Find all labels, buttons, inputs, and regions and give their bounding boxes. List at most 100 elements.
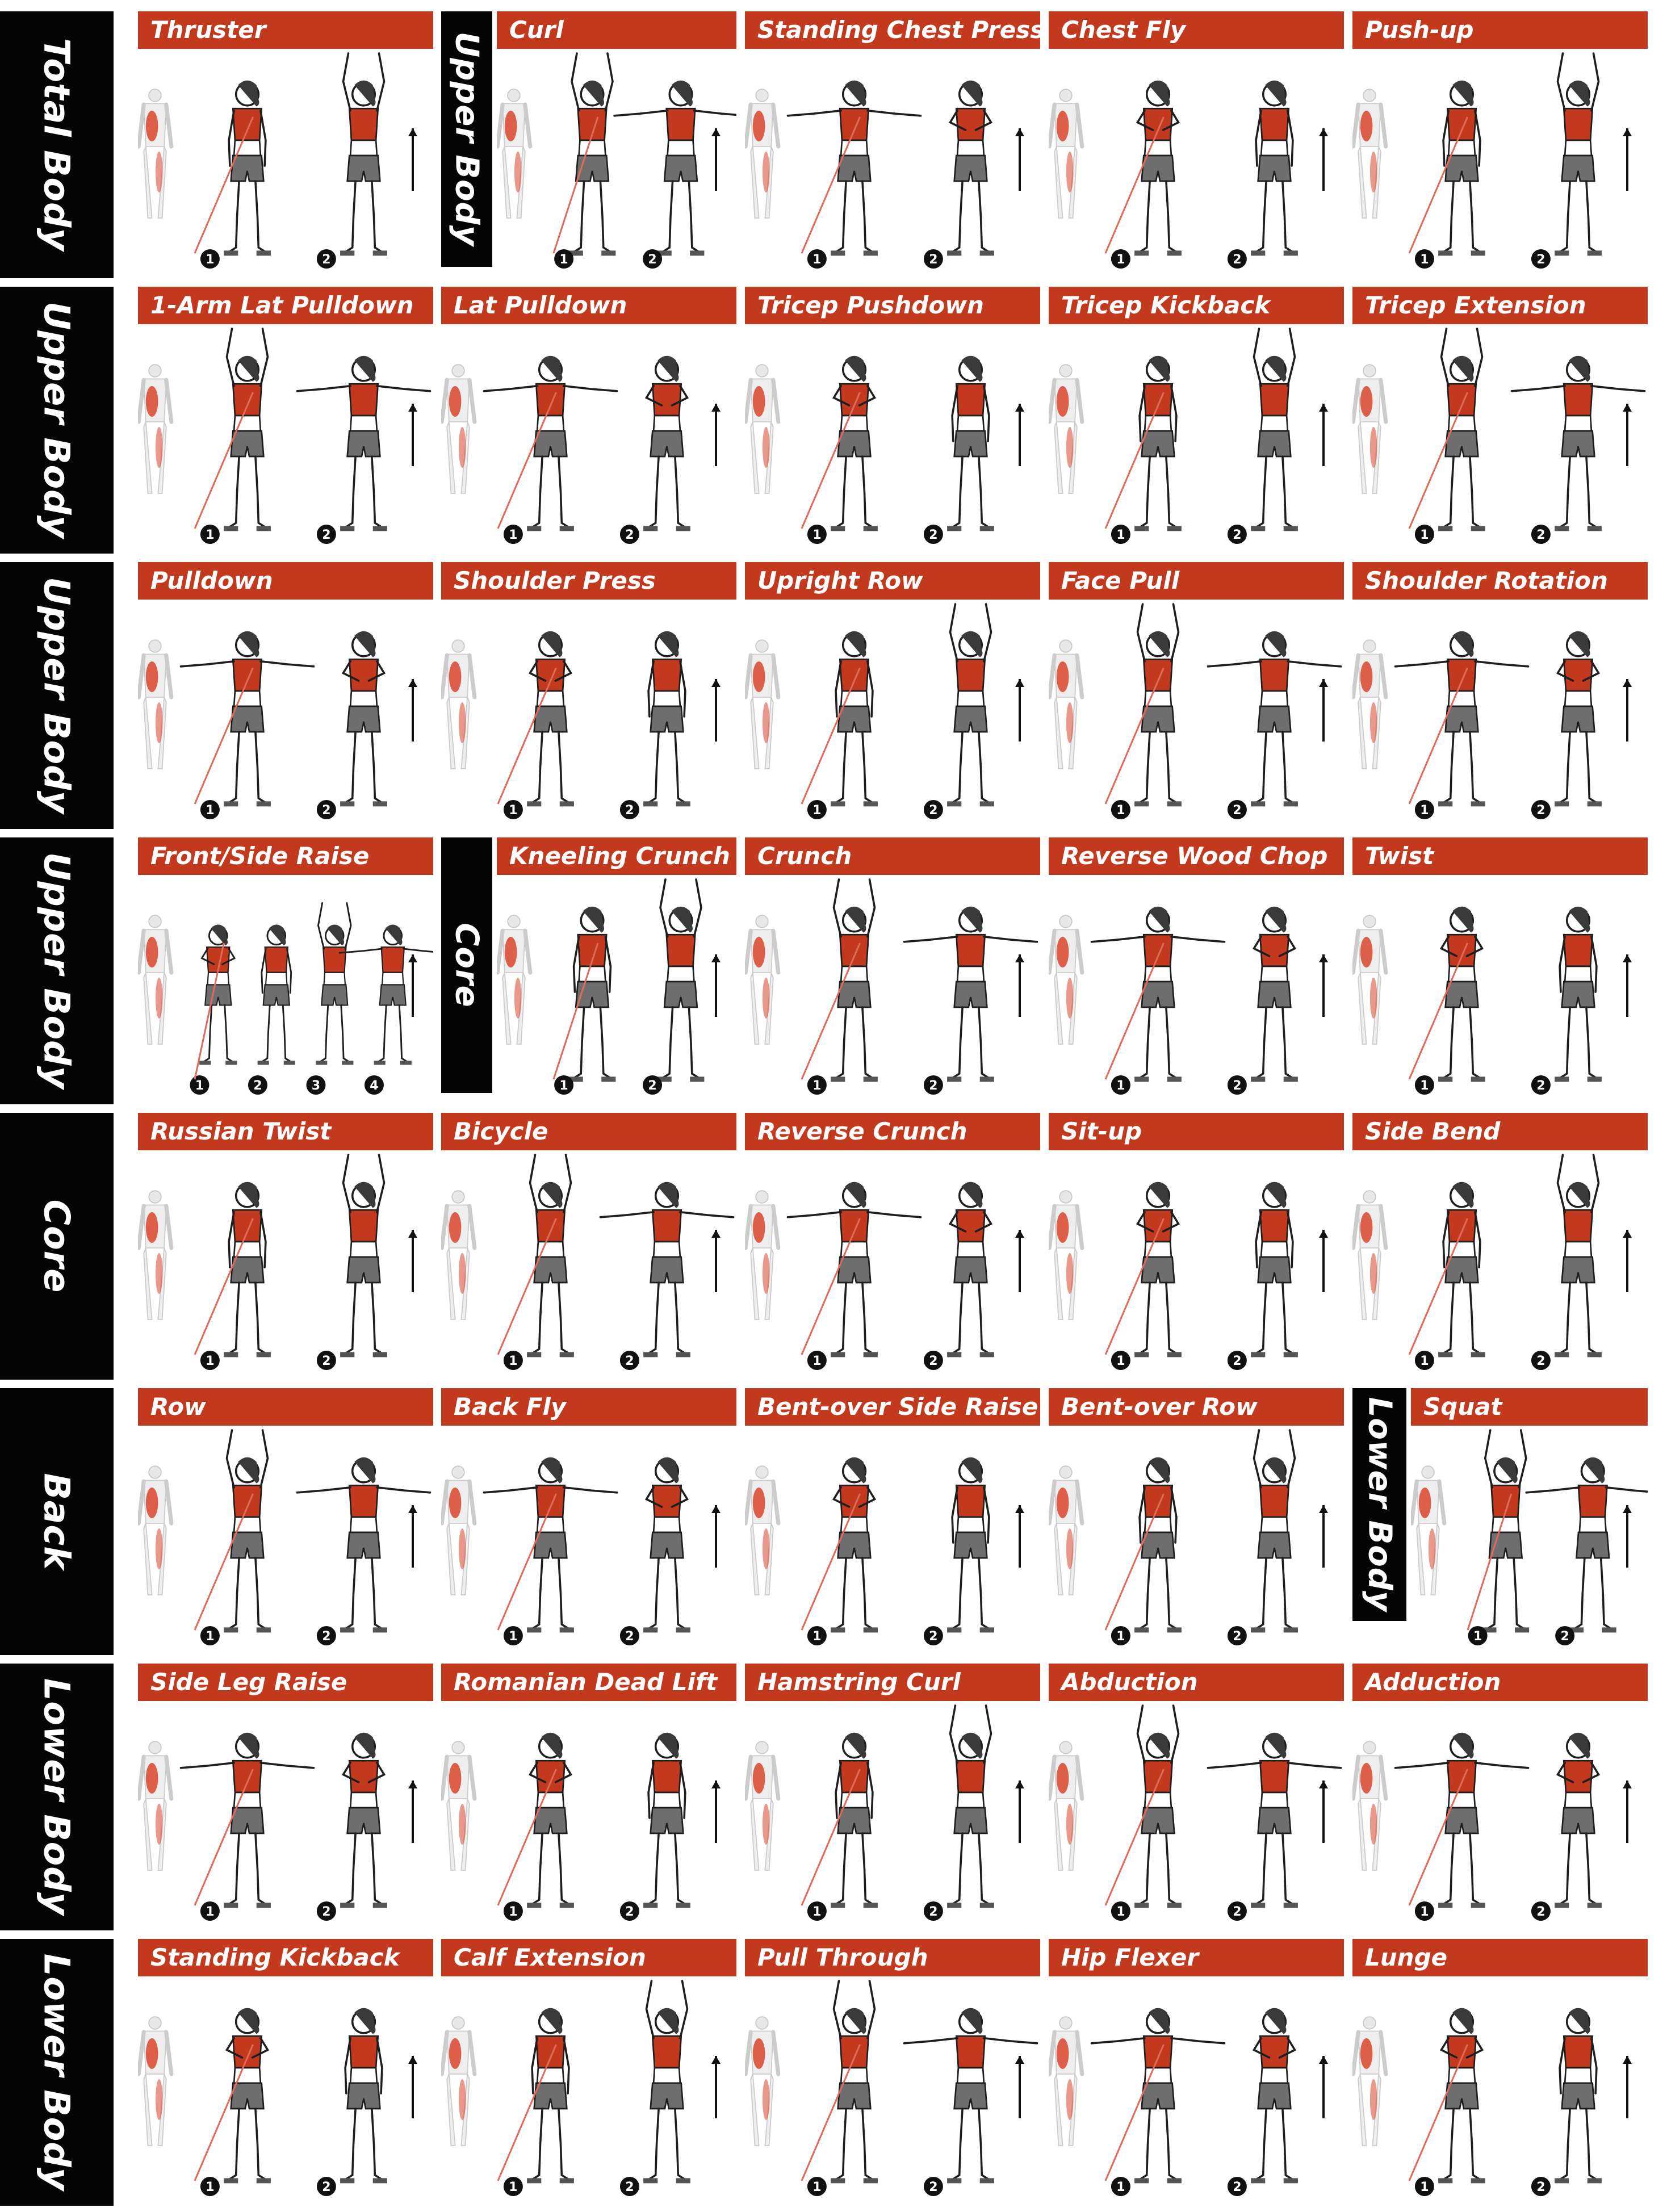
step-number-marker: 1 xyxy=(503,1351,523,1370)
svg-text:1: 1 xyxy=(1420,1354,1429,1368)
athlete-figure xyxy=(657,878,705,1082)
step-number-marker: 1 xyxy=(1414,249,1434,269)
step-number-marker: 3 xyxy=(306,1075,326,1095)
resistance-band xyxy=(1408,116,1468,254)
muscle-diagram-icon xyxy=(138,639,174,769)
motion-arrow-icon xyxy=(1623,404,1632,466)
body-region-label: Lower Body xyxy=(0,1664,114,1930)
svg-text:1: 1 xyxy=(206,253,214,267)
exercise-title: Pulldown xyxy=(138,562,433,600)
body-region-label-text: Lower Body xyxy=(36,1678,78,1916)
svg-text:2: 2 xyxy=(322,2180,330,2194)
svg-text:1: 1 xyxy=(812,1079,821,1093)
exercise-card: Adduction 1 2 xyxy=(1352,1664,1648,1930)
exercise-card: Reverse Crunch 1 2 xyxy=(745,1113,1040,1380)
motion-arrow-icon xyxy=(1319,1230,1328,1292)
svg-text:1: 1 xyxy=(1420,1079,1429,1093)
resistance-band xyxy=(1104,1493,1165,1631)
svg-text:2: 2 xyxy=(322,1354,330,1368)
exercise-card: Thruster 1 2 xyxy=(138,11,433,278)
svg-text:1: 1 xyxy=(195,1079,204,1093)
exercise-title: Russian Twist xyxy=(138,1113,433,1150)
exercise-card: Hamstring Curl 1 2 xyxy=(745,1664,1040,1930)
step-number-marker: 1 xyxy=(1111,2177,1130,2196)
exercise-card: Pull Through 1 2 xyxy=(745,1939,1040,2206)
resistance-band xyxy=(801,2044,861,2181)
muscle-diagram-icon xyxy=(745,1741,781,1871)
exercise-card: Face Pull 1 2 xyxy=(1049,562,1344,829)
svg-text:1: 1 xyxy=(1420,2180,1429,2194)
svg-text:1: 1 xyxy=(509,1905,517,1919)
resistance-band xyxy=(497,1218,557,1355)
step-number-marker: 1 xyxy=(1111,525,1130,544)
exercise-card: Pulldown 1 2 xyxy=(138,562,433,829)
motion-arrow-icon xyxy=(1623,679,1632,741)
exercise-title: Tricep Pushdown xyxy=(745,287,1040,324)
exercise-card: Romanian Dead Lift 1 2 xyxy=(441,1664,736,1930)
motion-arrow-icon xyxy=(1015,2056,1024,2118)
athlete-figure xyxy=(831,1980,878,2184)
motion-arrow-icon xyxy=(1015,1230,1024,1292)
athlete-figure xyxy=(1555,631,1602,807)
step-number-marker: 1 xyxy=(1111,1626,1130,1645)
exercise-title: Kneeling Crunch xyxy=(497,837,736,875)
svg-text:2: 2 xyxy=(1536,528,1545,542)
motion-arrow-icon xyxy=(1319,679,1328,741)
svg-text:2: 2 xyxy=(1536,1354,1545,1368)
athlete-figure xyxy=(1090,2008,1226,2184)
exercise-card: Shoulder Rotation 1 2 xyxy=(1352,562,1648,829)
step-number-marker: 1 xyxy=(554,249,574,269)
athlete-figure xyxy=(1134,1704,1182,1908)
resistance-band xyxy=(552,942,599,1080)
athlete-figure xyxy=(340,631,387,807)
muscle-diagram-icon xyxy=(441,639,477,769)
resistance-band xyxy=(194,2044,254,2181)
svg-text:2: 2 xyxy=(322,803,330,818)
athlete-figure xyxy=(643,1732,690,1908)
step-number-marker: 1 xyxy=(1414,1351,1434,1370)
svg-text:2: 2 xyxy=(1233,1905,1241,1919)
body-region-label-text: Lower Body xyxy=(1361,1397,1398,1612)
exercise-card: Front/Side Raise 1 2 3 4 xyxy=(138,837,433,1104)
exercise-card: Crunch 1 2 xyxy=(745,837,1040,1104)
athlete-figure xyxy=(786,1182,922,1358)
resistance-band xyxy=(194,1218,254,1355)
step-number-marker: 2 xyxy=(619,1351,639,1370)
athlete-figure xyxy=(831,1457,878,1633)
resistance-band xyxy=(801,942,861,1080)
svg-text:2: 2 xyxy=(1560,1629,1569,1644)
athlete-figure xyxy=(1251,80,1298,256)
step-number-marker: 1 xyxy=(190,1075,210,1095)
athlete-figure xyxy=(1090,906,1226,1082)
step-number-marker: 2 xyxy=(1531,1075,1551,1095)
exercise-title: Bent-over Row xyxy=(1049,1388,1344,1426)
svg-text:2: 2 xyxy=(625,1629,634,1644)
exercise-card: Lat Pulldown 1 2 xyxy=(441,287,736,554)
step-number-marker: 2 xyxy=(248,1075,267,1095)
step-number-marker: 2 xyxy=(1555,1626,1575,1645)
step-number-marker: 1 xyxy=(1414,2177,1434,2196)
step-number-marker: 2 xyxy=(1227,1351,1247,1370)
svg-text:2: 2 xyxy=(1233,528,1241,542)
step-number-marker: 2 xyxy=(316,1351,336,1370)
body-region-label: Upper Body xyxy=(0,562,114,829)
athlete-figure xyxy=(1438,80,1485,256)
exercise-card: Shoulder Press 1 2 xyxy=(441,562,736,829)
exercise-card: Squat 1 2 xyxy=(1411,1388,1648,1655)
step-number-marker: 2 xyxy=(1531,1351,1551,1370)
athlete-figure xyxy=(338,924,433,1065)
athlete-figure xyxy=(224,1429,271,1633)
resistance-band xyxy=(801,1218,861,1355)
svg-text:2: 2 xyxy=(253,1079,262,1093)
